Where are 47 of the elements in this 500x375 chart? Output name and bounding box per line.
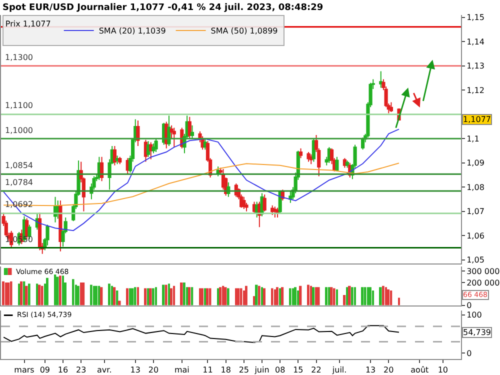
x-tick-label: 25 <box>238 366 250 375</box>
x-tick-label: mai <box>174 366 190 375</box>
y-tick-label: 0 <box>466 301 472 310</box>
x-tick-label: 10 <box>438 366 448 375</box>
y-tick-label: 1,05 <box>466 256 484 265</box>
x-tick-label: 09 <box>40 366 50 375</box>
y-tick-label: 0 <box>466 349 472 358</box>
x-tick-label: 20 <box>384 366 394 375</box>
x-tick-label: août <box>410 366 429 375</box>
x-tick-label: avr. <box>97 366 112 375</box>
x-tick-label: mars <box>14 366 34 375</box>
x-tick-label: 08 <box>275 366 286 375</box>
text: 54,739 <box>463 328 491 337</box>
y-tick-label: 1,12 <box>466 86 484 95</box>
y-tick-label: 1,13 <box>466 62 484 71</box>
y-tick-label: 1,09 <box>466 158 484 168</box>
y-tick-label: 1,06 <box>466 231 484 240</box>
y-tick-label: 200 000 <box>466 278 500 288</box>
y-tick-label: 1,07 <box>466 207 484 216</box>
y-tick-label: 100 <box>466 310 482 320</box>
legend-title: Prix 1,1077 <box>5 19 51 28</box>
x-tick-label: 11 <box>202 366 213 375</box>
x-tick-label: 23 <box>76 366 86 375</box>
x-tick-label: 13 <box>365 366 376 375</box>
x-tick-label: juil. <box>331 366 347 375</box>
text: 1,1077 <box>463 115 491 124</box>
ref-line-label: 1,0550 <box>5 235 33 244</box>
ref-line-label: 1,0854 <box>5 161 33 170</box>
y-tick-label: 1,14 <box>466 37 484 46</box>
y-tick-label: 1,1 <box>466 134 480 144</box>
legend-label: SMA (50) 1,0899 <box>210 26 278 36</box>
chart-title: Spot EUR/USD Journalier 1,1077 -0,41 % 24 juil. 2023, 08:48:29 <box>2 3 324 14</box>
ref-line-label: 1,0784 <box>5 178 33 187</box>
ref-line-label: 1,1300 <box>5 53 33 62</box>
x-tick-label: 16 <box>58 366 68 375</box>
legend-label: SMA (20) 1,1039 <box>98 26 166 36</box>
x-tick-label: 20 <box>148 366 159 375</box>
x-tick-label: 13 <box>130 366 140 375</box>
ref-line-label: 1,1000 <box>5 126 33 135</box>
y-tick-label: 300 000 <box>466 266 500 276</box>
x-tick-label: juin <box>254 366 270 375</box>
y-tick-label: 1,08 <box>466 182 484 192</box>
x-tick-label: 15 <box>293 366 304 375</box>
x-tick-label: 18 <box>220 366 231 375</box>
ref-line-label: 1,1100 <box>5 101 33 110</box>
y-tick-label: 1,15 <box>466 13 484 22</box>
x-tick-label: 22 <box>311 366 322 375</box>
